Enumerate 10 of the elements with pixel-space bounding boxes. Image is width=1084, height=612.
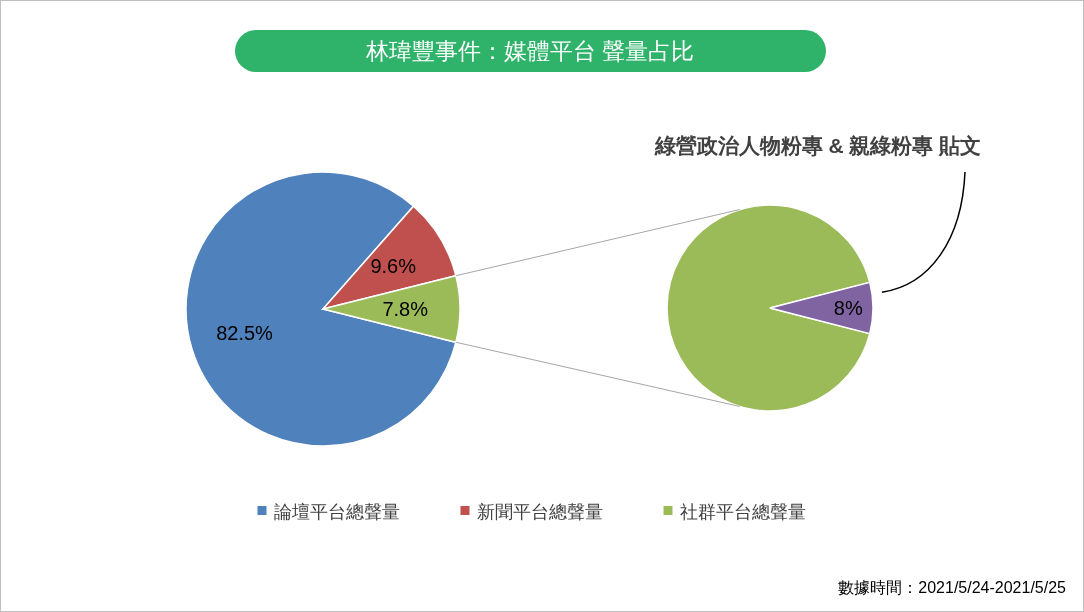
legend-label: 社群平台總聲量 [679,502,806,522]
legend-label: 新聞平台總聲量 [476,502,603,522]
data-label: 9.6% [370,255,417,278]
legend-label: 論壇平台總聲量 [273,502,400,522]
data-label: 7.8% [382,298,429,320]
text: 數據時間：2021/5/24-2021/5/25 [838,579,1067,596]
chart-title: 林瑋豐事件：媒體平台 聲量占比 [364,38,695,64]
data-label: 82.5% [216,322,274,345]
data-label: 8% [833,297,863,319]
slice-label: 綠營政治人物粉專 & 親綠粉專 貼文 [653,134,982,157]
